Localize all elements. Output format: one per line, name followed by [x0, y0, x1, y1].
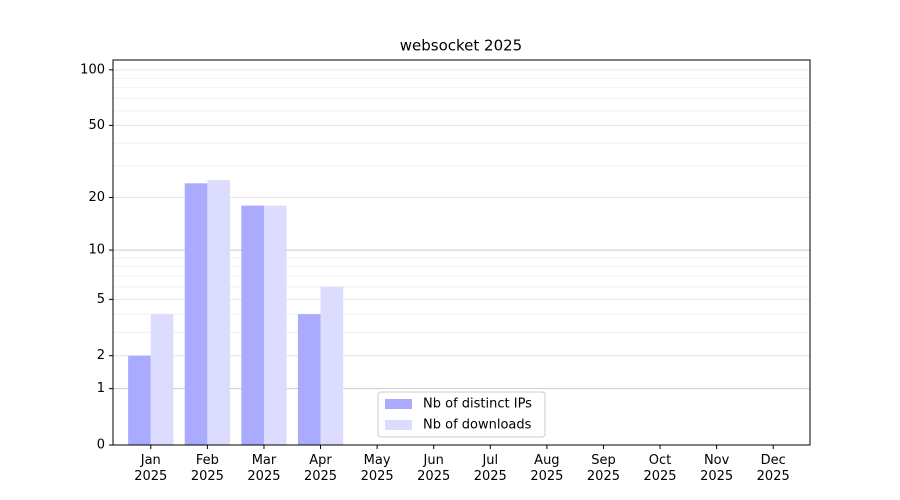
- x-tick-label: Jul 2025: [473, 453, 507, 484]
- y-tick-label: 50: [88, 118, 105, 133]
- x-tick-label: Jan 2025: [134, 453, 168, 484]
- chart-title: websocket 2025: [400, 37, 522, 55]
- legend-label: Nb of distinct IPs: [423, 397, 532, 412]
- plot-frame: [112, 59, 811, 446]
- x-tick-label: Mar 2025: [247, 453, 281, 484]
- y-tick-label: 0: [97, 438, 105, 453]
- x-tick-label: Dec 2025: [756, 453, 790, 484]
- y-tick-label: 2: [97, 348, 105, 363]
- y-tick-label: 100: [80, 62, 105, 77]
- bar: [184, 183, 208, 445]
- x-tick-label: Nov 2025: [700, 453, 734, 484]
- bar: [207, 180, 231, 445]
- x-tick-label: Apr 2025: [303, 453, 338, 484]
- bar: [150, 314, 174, 445]
- y-tick-label: 20: [88, 190, 105, 205]
- legend-box: [377, 391, 546, 438]
- x-tick-label: Oct 2025: [643, 453, 677, 484]
- legend-swatch: [385, 420, 412, 430]
- bar: [241, 205, 264, 445]
- x-tick-label: Aug 2025: [530, 453, 564, 484]
- legend-swatch: [385, 399, 412, 409]
- y-tick-label: 5: [97, 292, 105, 307]
- bar: [297, 314, 321, 445]
- y-tick-label: 1: [97, 381, 105, 396]
- x-tick-label: May 2025: [360, 453, 394, 484]
- bar: [263, 205, 287, 445]
- x-tick-label: Jun 2025: [417, 453, 451, 484]
- x-tick-label: Sep 2025: [586, 453, 620, 484]
- y-tick-label: 10: [88, 243, 105, 258]
- legend-label: Nb of downloads: [423, 418, 532, 433]
- x-tick-label: Feb 2025: [190, 453, 224, 484]
- bar: [320, 286, 344, 445]
- bar: [128, 355, 151, 445]
